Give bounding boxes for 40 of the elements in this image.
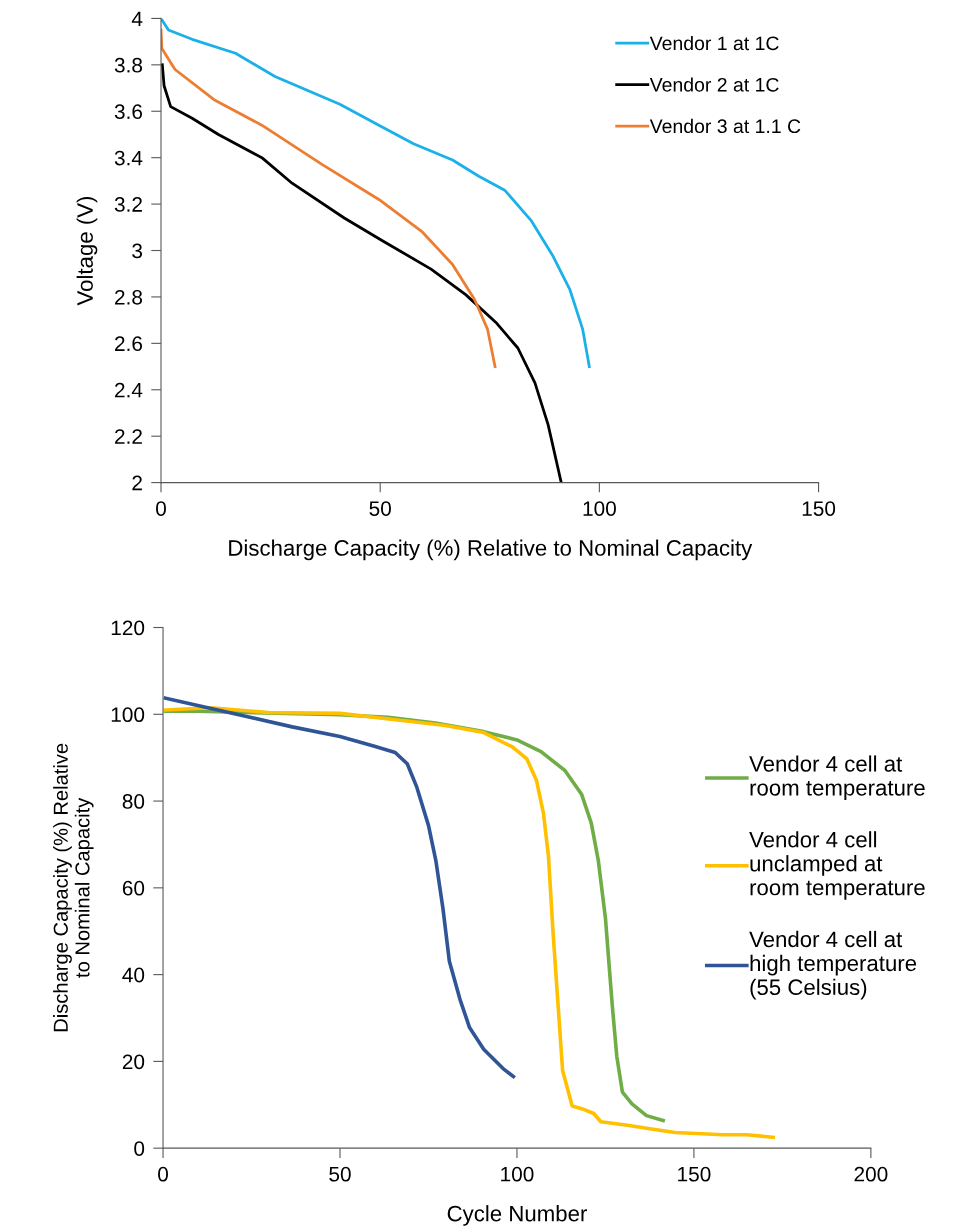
y-tick-label: 0 bbox=[134, 1141, 145, 1156]
x-tick-label: 50 bbox=[369, 501, 391, 516]
y-tick-label: 2.2 bbox=[115, 429, 142, 444]
y-tick-label: 120 bbox=[111, 620, 145, 636]
y-tick-label: 3.8 bbox=[114, 57, 143, 73]
x-tick-label: 0 bbox=[156, 501, 166, 516]
x-axis-title: Discharge Capacity (%) Relative to Nominal Capacity bbox=[229, 539, 753, 561]
x-tick-label: 100 bbox=[501, 1166, 534, 1182]
y-tick-label: 2.6 bbox=[115, 336, 143, 352]
y-tick-label: 3.2 bbox=[114, 197, 142, 212]
y-tick-label: 20 bbox=[122, 1054, 145, 1070]
y-axis-title: Voltage (V) bbox=[76, 196, 98, 306]
y-tick-label: 2 bbox=[132, 475, 142, 491]
line-series bbox=[161, 63, 563, 483]
line-series bbox=[163, 696, 516, 1079]
x-tick-label: 0 bbox=[158, 1166, 169, 1182]
y-tick-label: 3.6 bbox=[114, 104, 143, 120]
y-tick-label: 4 bbox=[131, 11, 143, 26]
line-series bbox=[161, 18, 591, 368]
x-tick-label: 200 bbox=[854, 1166, 888, 1182]
y-tick-label: 80 bbox=[122, 794, 145, 809]
y-tick-label: 40 bbox=[122, 967, 145, 983]
x-tick-label: 150 bbox=[802, 501, 836, 516]
y-tick-label: 100 bbox=[111, 707, 145, 723]
y-axis-title: Discharge Capacity (%) Relative to Nominal Capacity bbox=[53, 743, 94, 1032]
x-tick-label: 50 bbox=[329, 1166, 351, 1182]
x-tick-label: 150 bbox=[678, 1166, 711, 1182]
x-tick-label: 100 bbox=[583, 501, 616, 516]
y-tick-label: 3.4 bbox=[114, 150, 143, 166]
legend-label: Vendor 4 cell unclamped at room temperature bbox=[749, 831, 925, 900]
x-axis-title: Cycle Number bbox=[447, 1205, 587, 1226]
legend-label: Vendor 4 cell at high temperature (55 Celsius) bbox=[749, 930, 917, 1000]
y-tick-label: 2.8 bbox=[115, 289, 143, 305]
legend-label: Vendor 4 cell at room temperature bbox=[749, 755, 925, 801]
y-tick-label: 2.4 bbox=[115, 382, 143, 398]
y-tick-label: 60 bbox=[122, 880, 145, 896]
y-tick-label: 3 bbox=[132, 243, 143, 259]
legend-label: Vendor 2 at 1C bbox=[649, 77, 779, 92]
legend-label: Vendor 1 at 1C bbox=[649, 35, 779, 51]
legend-label: Vendor 3 at 1.1 C bbox=[649, 118, 801, 134]
